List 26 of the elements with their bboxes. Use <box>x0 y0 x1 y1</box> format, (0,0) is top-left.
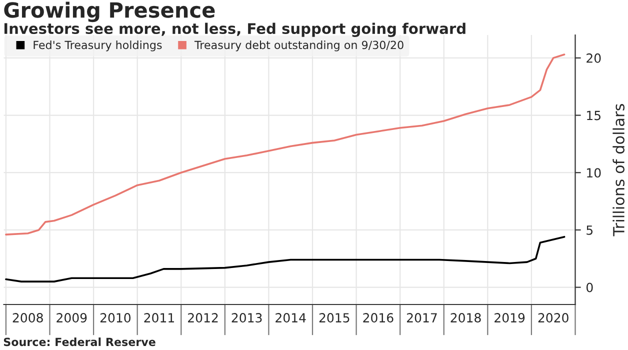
line-series <box>5 54 566 236</box>
x-tick-label: 2017 <box>406 313 437 323</box>
x-tick-label: 2014 <box>276 313 306 323</box>
y-tick-label: 20 <box>586 53 601 63</box>
x-tick-label: 2011 <box>144 313 174 323</box>
x-tick-label: 2015 <box>319 313 350 323</box>
y-tick-label: 15 <box>587 110 600 120</box>
source-note: Source: Federal Reserve <box>4 337 156 346</box>
legend-label: Treasury debt outstanding on 9/30/20 <box>194 40 404 52</box>
y-tick-label: 5 <box>586 226 593 235</box>
x-tick-label: 2009 <box>56 313 87 323</box>
x-tick-label: 2008 <box>12 313 43 323</box>
x-tick-label: 2016 <box>363 313 394 323</box>
line-series <box>5 236 566 282</box>
chart-title: Growing Presence <box>4 2 215 22</box>
legend-label: Fed's Treasury holdings <box>34 40 162 52</box>
y-axis-title: Trillions of dollars <box>612 104 625 236</box>
x-tick-label: 2012 <box>188 313 218 323</box>
x-tick-label: 2010 <box>100 313 131 323</box>
x-tick-label: 2020 <box>538 313 568 323</box>
y-tick-label: 10 <box>587 168 601 178</box>
x-tick-label: 2019 <box>494 313 525 323</box>
y-tick-label: 0 <box>586 282 593 292</box>
x-tick-label: 2013 <box>232 313 262 323</box>
chart-subtitle: Investors see more, not less, Fed support going forward <box>4 22 466 37</box>
x-tick-label: 2018 <box>450 313 481 323</box>
